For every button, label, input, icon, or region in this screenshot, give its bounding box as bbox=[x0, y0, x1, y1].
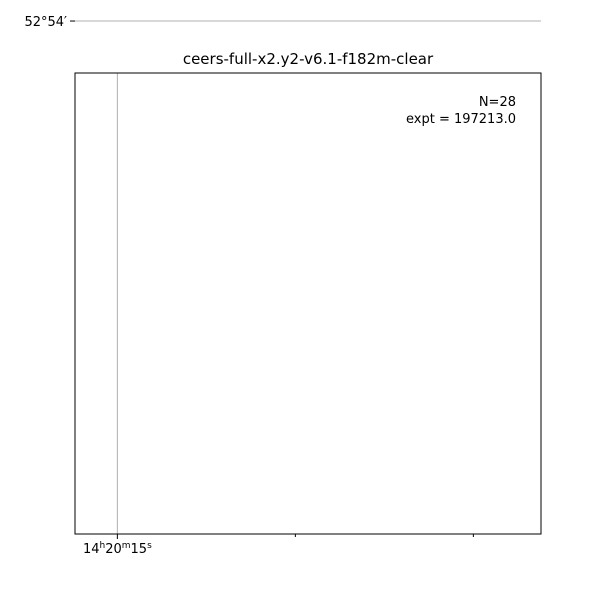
plot-frame bbox=[74, 72, 542, 535]
grid-layer bbox=[75, 20, 541, 534]
n-label: N=28 bbox=[479, 95, 516, 110]
x-tick-label: 14h20m15s bbox=[83, 541, 152, 557]
y-tick-label: 52°54′ bbox=[24, 15, 67, 30]
expt-label: expt = 197213.0 bbox=[406, 112, 516, 127]
tick-layer: 14h20m15s14h20m00s14h19m45s52°54′52°56′5… bbox=[24, 15, 474, 557]
chart-title: ceers-full-x2.y2-v6.1-f182m-clear bbox=[183, 50, 434, 68]
